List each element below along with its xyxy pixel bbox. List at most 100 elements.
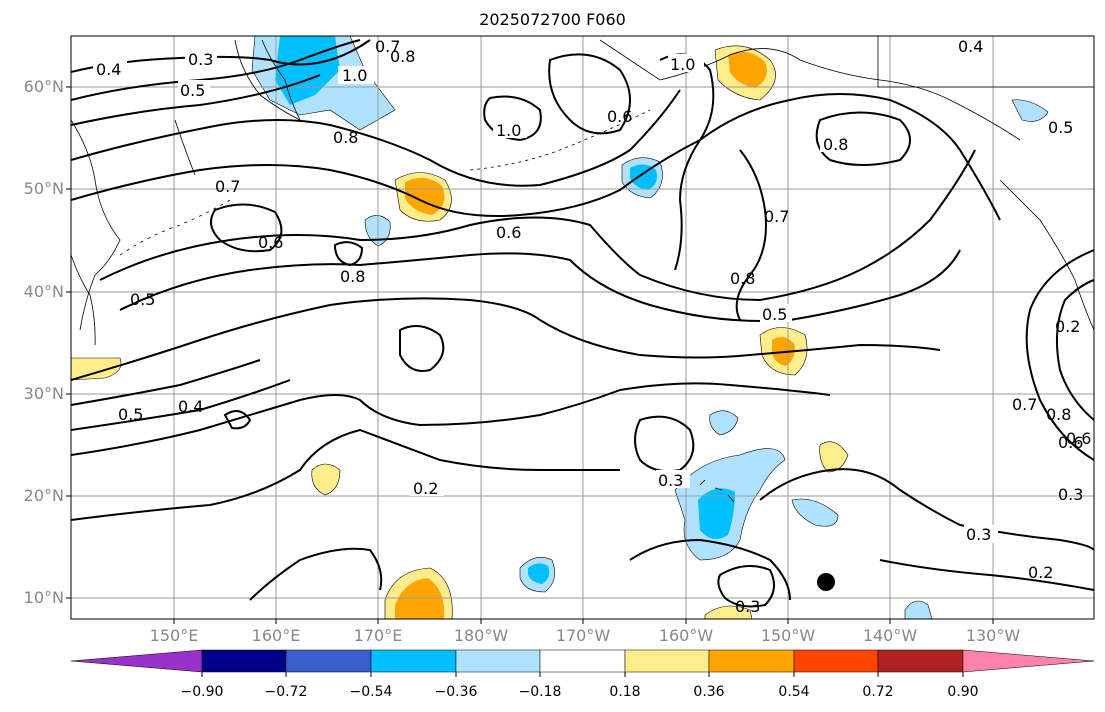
longitude-label: 170°E [353,626,403,645]
contour-label: 0.2 [1055,317,1080,336]
contour-label: 0.7 [764,207,789,226]
positive-patch-small-1 [311,463,341,496]
latitude-label: 60°N [23,77,64,96]
longitude-label: 150°W [760,626,816,645]
colorbar-bin [285,649,372,673]
contour-label: 0.2 [413,479,438,498]
contour-label: 0.5 [180,81,205,100]
contour-label: 0.6 [1066,429,1091,448]
latitude-label: 40°N [23,282,64,301]
colorbar-tick-label: 0.18 [609,684,641,700]
negative-patch-small-4 [904,600,933,619]
location-marker-dot [817,573,835,591]
contour-label: 0.3 [188,50,213,69]
positive-patch-west [71,357,122,381]
contour-label: 0.6 [1058,433,1083,452]
colorbar-bin [877,649,964,673]
longitude-label: 130°W [965,626,1021,645]
contour-label: 0.8 [823,135,848,154]
coastline-hawaii [699,479,735,503]
colorbar-bin [793,649,879,673]
contour-label: 0.7 [215,177,240,196]
negative-patch-small-3 [791,498,839,527]
negative-patch-bering-core [630,164,657,190]
latitude-label: 50°N [23,179,64,198]
coastlines [71,36,1094,503]
colorbar [70,649,1095,677]
coastline-kuril [119,199,231,256]
negative-patch-small-2 [709,410,739,436]
contour-label: 0.4 [178,397,203,416]
colorbar-tick-label: −0.54 [349,684,393,700]
colorbar-tick-label: −0.36 [434,684,478,700]
map-title: 2025072700 F060 [479,10,626,29]
colorbar-tick-label: 0.90 [947,684,979,700]
colorbar-bin [201,649,287,673]
coastline-north-america [999,179,1094,331]
positive-patch-small-2 [819,441,849,473]
shaded-anomaly-patches [71,36,1049,619]
coastline-asia [71,119,121,331]
contour-label: 0.6 [258,233,283,252]
positive-patch-small-3 [704,605,753,619]
longitude-label: 150°E [149,626,199,645]
contour-label: 1.0 [342,66,367,85]
contour-label: 0.3 [658,471,683,490]
latitude-label: 30°N [23,384,64,403]
colorbar-bin [455,649,541,673]
coastline-alaska [599,39,1021,141]
contour-label: 0.3 [1058,485,1083,504]
contour-label: 0.5 [118,405,143,424]
contour-label: 0.5 [762,305,787,324]
colorbar-extend-low [70,649,203,673]
contour-label: 0.4 [96,60,121,79]
contour-label-group: 0.3 0.4 0.5 0.7 0.8 1.0 0.6 0.2 0.5 1.0 … [93,36,1091,616]
colorbar-bin [539,649,626,673]
contour-label: 1.0 [670,55,695,74]
contour-label: 0.8 [1046,405,1071,424]
longitude-label: 160°E [251,626,301,645]
contour-label: 0.7 [375,37,400,56]
contour-lines [71,39,1094,608]
contour-label: 0.8 [730,269,755,288]
contour-label: 1.0 [496,121,521,140]
contour-label: 0.8 [340,267,365,286]
contour-label: 0.5 [1048,118,1073,137]
longitude-label: 140°W [862,626,918,645]
negative-patch-kamchatka-core [275,36,340,105]
coastline-japan [71,254,96,346]
longitude-label: 180°W [453,626,509,645]
contour-label: 0.8 [390,47,415,66]
canada-border [877,36,1094,88]
colorbar-tick-label: −0.72 [264,684,308,700]
colorbar-tick-label: 0.72 [862,684,894,700]
contour-label: 0.5 [130,290,155,309]
colorbar-extend-high [962,649,1095,673]
negative-patch-south-core [528,563,550,584]
colorbar-bin [370,649,457,673]
coastline-sakhalin [174,119,196,176]
contour-label: 0.6 [607,107,632,126]
latitude-label: 20°N [23,486,64,505]
longitude-label: 160°W [658,626,714,645]
contour-label: 0.3 [735,597,760,616]
colorbar-tick-label: 0.54 [778,684,810,700]
map-area: 0.3 0.4 0.5 0.7 0.8 1.0 0.6 0.2 0.5 1.0 … [71,36,1094,619]
colorbar-bin [708,649,795,673]
contour-label: 0.7 [1012,395,1037,414]
colorbar-bin [624,649,710,673]
positive-patch-alaska-core [728,51,768,88]
negative-patch-small-5 [1011,99,1049,122]
colorbar-tick-label: −0.18 [518,684,562,700]
latitude-label: 10°N [23,588,64,607]
contour-label: 0.4 [958,37,983,56]
contour-label: 0.2 [1028,563,1053,582]
colorbar-tick-label: −0.90 [180,684,224,700]
contour-label: 0.3 [966,525,991,544]
longitude-label: 170°W [555,626,611,645]
map-frame [66,35,1095,624]
contour-label: 0.8 [333,128,358,147]
colorbar-tick-label: 0.36 [693,684,725,700]
negative-patch-hawaii-core [698,488,735,539]
